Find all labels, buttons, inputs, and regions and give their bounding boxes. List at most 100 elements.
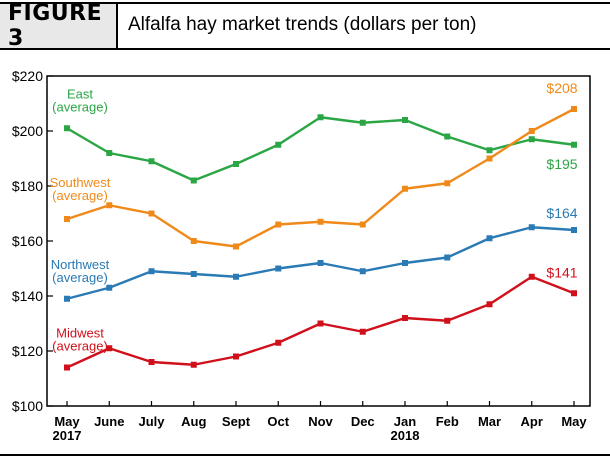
data-point (486, 301, 493, 308)
data-point (571, 227, 577, 233)
series-end-value-label: $208 (546, 80, 577, 96)
data-point (528, 136, 535, 143)
data-point (148, 268, 155, 275)
data-point (317, 260, 324, 266)
data-point (402, 185, 408, 192)
data-point (402, 260, 408, 266)
data-point (486, 147, 493, 154)
data-point (233, 353, 239, 360)
x-tick-label: Mar (478, 414, 501, 429)
data-point (275, 221, 282, 228)
header-top-rule (0, 2, 610, 4)
x-tick-label: Apr (521, 414, 543, 429)
series-name-line: Midwest (56, 326, 104, 341)
data-point (571, 106, 577, 112)
y-tick-label: $180 (12, 178, 43, 194)
data-point (528, 273, 535, 280)
data-point (444, 180, 451, 187)
data-point (359, 119, 366, 126)
data-point (106, 150, 113, 156)
series-end-value-label: $164 (546, 205, 577, 221)
y-tick-label: $100 (12, 398, 43, 414)
y-tick-label: $140 (12, 288, 43, 304)
series-end-value-label: $195 (546, 156, 577, 172)
data-point (64, 364, 70, 371)
data-point (106, 284, 113, 291)
series-end-value-label: $141 (546, 264, 577, 280)
data-point (275, 339, 282, 346)
data-point (190, 271, 197, 277)
data-point (528, 224, 535, 231)
data-point (359, 221, 366, 228)
data-point (233, 243, 239, 250)
series-name-line: Northwest (51, 257, 110, 272)
x-tick-label: Sept (222, 414, 251, 429)
data-point (571, 141, 577, 148)
data-point (190, 361, 197, 368)
x-tick-label: July (138, 414, 165, 429)
series-line (66, 107, 575, 248)
data-point (317, 320, 324, 327)
x-tick-label: Jan (394, 414, 416, 429)
data-point (402, 117, 408, 123)
data-point (571, 290, 577, 297)
data-point (148, 210, 155, 217)
data-point (64, 295, 70, 302)
data-point (317, 114, 324, 121)
x-tick-label: Feb (436, 414, 459, 429)
data-point (317, 218, 324, 225)
x-year-label: 2018 (391, 428, 420, 443)
data-point (148, 359, 155, 365)
series-name-line: (average) (52, 270, 108, 285)
data-point (359, 328, 366, 335)
chart-title: Alfalfa hay market trends (dollars per t… (128, 14, 477, 35)
data-point (444, 133, 451, 140)
y-tick-label: $160 (12, 233, 43, 249)
y-tick-label: $200 (12, 123, 43, 139)
x-tick-label: Oct (267, 414, 289, 429)
data-point (190, 238, 197, 244)
x-tick-label: May (54, 414, 80, 429)
header-bottom-rule (0, 48, 610, 50)
x-tick-label: Aug (181, 414, 206, 429)
x-year-label: 2017 (53, 428, 82, 443)
series-name-line: (average) (52, 99, 108, 114)
data-point (444, 254, 451, 261)
data-point (190, 177, 197, 184)
data-point (486, 235, 493, 242)
plot-frame (46, 75, 591, 407)
data-point (233, 161, 239, 167)
data-point (148, 158, 155, 165)
series-name-line: Southwest (50, 175, 111, 190)
data-point (64, 125, 70, 132)
data-point (106, 202, 113, 209)
data-point (64, 216, 70, 222)
x-tick-label: Dec (351, 414, 375, 429)
series-name-label: East (average) (52, 86, 108, 114)
x-tick-label: May (561, 414, 587, 429)
data-point (106, 345, 113, 352)
y-tick-label: $120 (12, 343, 43, 359)
data-point (444, 317, 451, 324)
y-tick-label: $220 (12, 68, 43, 84)
series-name-line: (average) (52, 339, 108, 354)
series-line (66, 116, 575, 182)
footer-rule (0, 454, 610, 456)
data-point (486, 155, 493, 162)
x-tick-label: Nov (308, 414, 333, 429)
data-point (275, 265, 282, 272)
data-point (275, 141, 282, 148)
series-name-label: Northwest (average) (51, 257, 110, 285)
series-name-line: (average) (52, 188, 108, 203)
data-point (528, 128, 535, 134)
figure-label: FIGURE 3 (8, 1, 103, 51)
data-point (402, 315, 408, 321)
data-point (359, 268, 366, 275)
series-name-label: Southwest (average) (50, 175, 111, 203)
data-point (233, 273, 239, 280)
figure-label-box: FIGURE 3 (0, 1, 118, 51)
series-name-line: East (67, 86, 93, 101)
series-name-label: Midwest (average) (52, 326, 108, 354)
